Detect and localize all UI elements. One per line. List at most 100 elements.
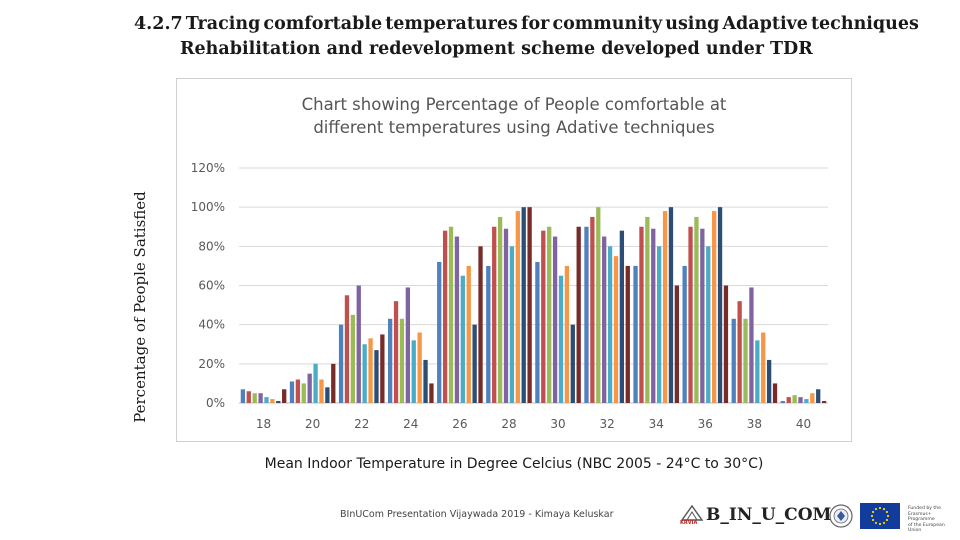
x-tick-label: 32: [599, 417, 614, 431]
title-word: for: [520, 14, 550, 34]
bar: [405, 287, 410, 403]
bar: [270, 399, 275, 403]
bar: [798, 397, 803, 403]
title-word: community: [552, 14, 663, 34]
x-tick-label: 28: [501, 417, 516, 431]
bar: [454, 236, 460, 403]
title-word: Tracing: [185, 14, 261, 34]
bar: [772, 383, 778, 403]
eu-star: [878, 506, 882, 510]
bar: [723, 285, 729, 403]
bar: [472, 324, 477, 403]
bar: [460, 275, 465, 403]
bar: [607, 246, 613, 403]
bar: [558, 275, 564, 403]
bar: [264, 397, 269, 403]
bar: [821, 401, 827, 403]
bar: [662, 211, 668, 403]
bar: [711, 211, 717, 403]
footer-credit: BInUCom Presentation Vijaywada 2019 - Ki…: [340, 509, 614, 520]
bar: [411, 340, 416, 403]
bar: [276, 401, 281, 403]
x-tick-label: 26: [452, 417, 467, 431]
eu-star: [870, 514, 874, 518]
bar: [350, 314, 356, 403]
bar: [246, 391, 251, 403]
bar: [393, 301, 399, 403]
bar: [515, 211, 520, 403]
slide-title-line1: 4.2.7 Tracing comfortable temperatures for co…: [134, 12, 919, 37]
bar: [380, 334, 385, 403]
y-axis-title-text: Percentage of People Satisfied: [131, 191, 149, 423]
bar: [749, 287, 754, 403]
y-tick-label: 20%: [198, 357, 225, 371]
bar: [442, 230, 448, 403]
title-word: techniques: [810, 14, 919, 34]
bar: [657, 246, 662, 403]
bar: [282, 389, 287, 403]
x-tick-label: 40: [796, 417, 811, 431]
title-word: Adaptive: [722, 14, 808, 34]
bar: [584, 226, 589, 403]
bar: [492, 226, 497, 403]
slide-title: 4.2.7 Tracing comfortable temperatures for co…: [134, 12, 919, 62]
eu-star: [882, 507, 886, 511]
eu-star: [871, 510, 875, 514]
bar: [602, 236, 607, 403]
bar: [816, 389, 821, 403]
bar: [295, 379, 301, 403]
chart-title-line1: Chart showing Percentage of People comfo…: [301, 95, 727, 114]
bar: [737, 301, 742, 403]
bar: [700, 228, 705, 403]
y-tick-label: 60%: [198, 279, 225, 293]
bar: [706, 246, 711, 403]
bar: [688, 226, 693, 403]
y-tick-label: 80%: [198, 239, 225, 253]
bar: [429, 383, 434, 403]
bar: [399, 318, 405, 403]
bar: [792, 395, 797, 403]
bar: [535, 262, 540, 403]
bar: [252, 393, 257, 403]
bar: [576, 226, 581, 403]
x-tick-label: 34: [649, 417, 664, 431]
bar: [780, 401, 785, 403]
bar: [564, 265, 570, 403]
bar: [289, 381, 295, 403]
bar: [570, 324, 575, 403]
bar: [486, 265, 491, 403]
eu-star: [882, 521, 886, 525]
bar: [613, 256, 619, 403]
bar: [448, 226, 454, 403]
footer-logos: KRVIA B_IN_U_COM Funded by the Erasmus+ …: [676, 500, 956, 533]
bar: [497, 216, 503, 403]
bar: [527, 207, 532, 403]
bar: [755, 340, 760, 403]
bar: [552, 236, 558, 403]
bar: [362, 344, 367, 403]
bar: [437, 262, 442, 403]
bar: [356, 285, 361, 403]
eu-star: [886, 514, 890, 518]
bar: [804, 399, 809, 403]
bar: [466, 265, 471, 403]
bar: [731, 318, 736, 403]
eu-star: [885, 510, 889, 514]
title-word: temperatures: [385, 14, 518, 34]
bar: [590, 216, 595, 403]
bar: [645, 216, 650, 403]
bar: [387, 318, 393, 403]
bar: [258, 393, 263, 403]
bar: [313, 363, 318, 403]
bar: [668, 207, 674, 403]
eu-star: [878, 522, 882, 526]
bar: [547, 226, 552, 403]
x-tick-label: 20: [305, 417, 320, 431]
bar: [743, 318, 748, 403]
bar: [639, 226, 644, 403]
bar: [319, 379, 324, 403]
bar: [717, 207, 723, 403]
title-word: 4.2.7: [134, 14, 183, 34]
bar: [761, 332, 766, 403]
